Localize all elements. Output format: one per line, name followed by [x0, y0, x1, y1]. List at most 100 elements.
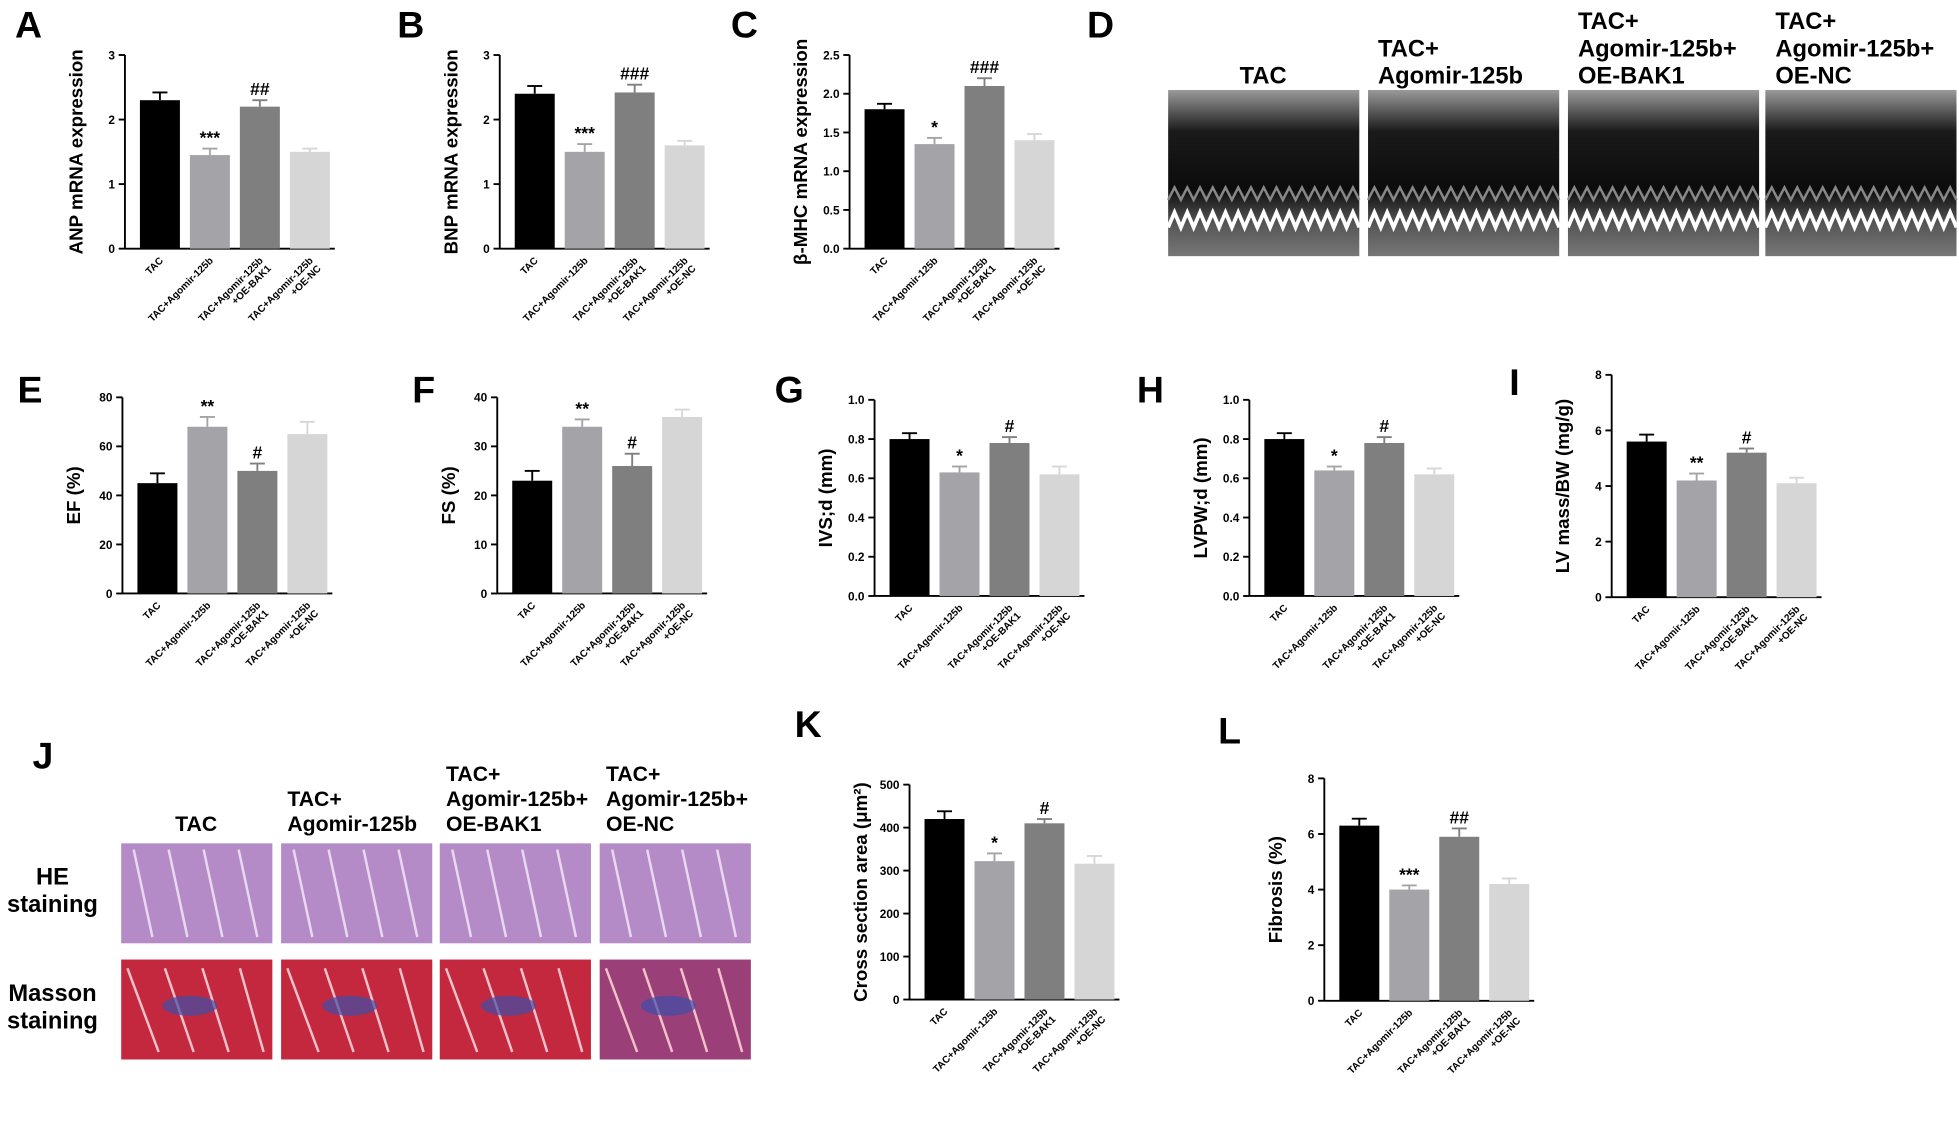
error-bar: [977, 77, 992, 86]
significance-label: *: [991, 832, 998, 852]
significance-label: ###: [970, 57, 999, 77]
y-tick-label: 300: [880, 864, 900, 878]
y-tick-label: 8: [1595, 368, 1602, 382]
tissue-fiber: [717, 967, 744, 1053]
tissue-fiber: [286, 967, 320, 1053]
significance-label: ##: [250, 79, 270, 99]
error-bar: [1276, 432, 1292, 440]
tissue-fiber: [519, 967, 549, 1053]
y-tick-label: 0.2: [1223, 550, 1240, 564]
bar: [664, 145, 705, 249]
y-tick-label: 0: [893, 993, 900, 1007]
bar: [514, 93, 555, 249]
significance-label: *: [1331, 446, 1338, 466]
y-axis-label: ANP mRNA expression: [65, 49, 86, 254]
error-bar: [152, 91, 168, 101]
column-label: TAC+ Agomir-125b+ OE-NC: [606, 763, 748, 836]
echo-wall: [1366, 184, 1561, 203]
x-tick-label: TAC: [516, 600, 538, 622]
y-tick-label: 1.0: [1223, 393, 1240, 407]
tissue-fiber: [557, 967, 584, 1053]
bar: [137, 483, 178, 594]
collagen: [481, 995, 536, 1016]
bar: [564, 151, 605, 249]
y-tick-label: 0.0: [848, 589, 865, 603]
y-tick-label: 0.6: [848, 472, 865, 486]
significance-label: #: [1379, 416, 1389, 436]
bar: [1339, 825, 1380, 1001]
y-tick-label: 1.0: [823, 165, 840, 179]
bar: [562, 426, 603, 594]
collagen: [322, 995, 378, 1016]
echo-wall: [1566, 207, 1761, 233]
bar: [1039, 474, 1080, 596]
echo-image: [1765, 89, 1957, 257]
error-bar: [249, 462, 265, 471]
bar: [187, 426, 228, 594]
echo-image: [1168, 89, 1360, 257]
panel-letter: A: [15, 4, 42, 46]
bar: [1414, 474, 1455, 596]
y-tick-label: 0: [106, 587, 113, 601]
row-label: Masson staining: [7, 981, 98, 1034]
echo-wall: [1366, 207, 1561, 233]
x-tick-label: TAC: [144, 255, 166, 277]
bar: [924, 819, 965, 1000]
error-bar: [574, 418, 590, 427]
y-tick-label: 200: [880, 907, 900, 921]
panel-letter: H: [1137, 368, 1164, 410]
bar: [1074, 863, 1115, 1000]
bar: [614, 92, 655, 249]
error-bar: [299, 420, 315, 435]
bar: [939, 472, 980, 596]
error-bar: [1051, 465, 1067, 475]
bar: [1389, 889, 1430, 1001]
bar: [1726, 452, 1767, 598]
x-tick-label: TAC: [1631, 604, 1653, 626]
y-tick-label: 0.5: [823, 203, 840, 217]
error-bar: [1789, 476, 1805, 484]
y-tick-label: 0: [1308, 994, 1315, 1008]
panel-letter: I: [1509, 361, 1519, 403]
y-tick-label: 2: [483, 113, 490, 127]
tissue-fiber: [292, 849, 314, 938]
tissue-fiber: [201, 967, 230, 1053]
y-tick-label: 2.5: [823, 48, 840, 62]
row-label: HE staining: [7, 865, 98, 918]
error-bar: [1326, 465, 1342, 471]
tissue-fiber: [604, 967, 639, 1053]
tissue-fiber: [398, 967, 425, 1053]
significance-label: ***: [200, 128, 221, 148]
bar: [1676, 480, 1717, 598]
bar: [889, 439, 930, 596]
y-axis-label: EF (%): [63, 466, 84, 524]
y-tick-label: 4: [1595, 479, 1602, 493]
y-tick-label: 0.4: [848, 511, 865, 525]
tissue-fiber: [126, 967, 160, 1053]
y-tick-label: 0: [483, 242, 490, 256]
tissue-fiber: [361, 967, 390, 1053]
error-bar: [302, 147, 318, 152]
error-bar: [1001, 436, 1017, 443]
significance-label: #: [627, 433, 637, 453]
echo-wall: [1566, 184, 1761, 203]
y-tick-label: 100: [880, 950, 900, 964]
tissue-fiber: [555, 849, 578, 938]
bar: [287, 434, 328, 594]
bar: [237, 470, 278, 594]
significance-label: **: [1690, 453, 1704, 473]
bar: [1439, 836, 1480, 1001]
x-tick-label: TAC: [142, 600, 164, 622]
y-axis-label: BNP mRNA expression: [440, 49, 461, 254]
bar: [612, 465, 653, 594]
bar: [512, 480, 553, 594]
column-label: TAC+ Agomir-125b: [1378, 36, 1523, 89]
y-tick-label: 0: [481, 587, 488, 601]
bar: [864, 109, 905, 249]
error-bar: [937, 810, 953, 820]
y-axis-label: LV mass/BW (mg/g): [1552, 399, 1573, 574]
error-bar: [677, 139, 693, 146]
tissue-fiber: [715, 849, 738, 938]
x-tick-label: TAC: [519, 255, 541, 277]
